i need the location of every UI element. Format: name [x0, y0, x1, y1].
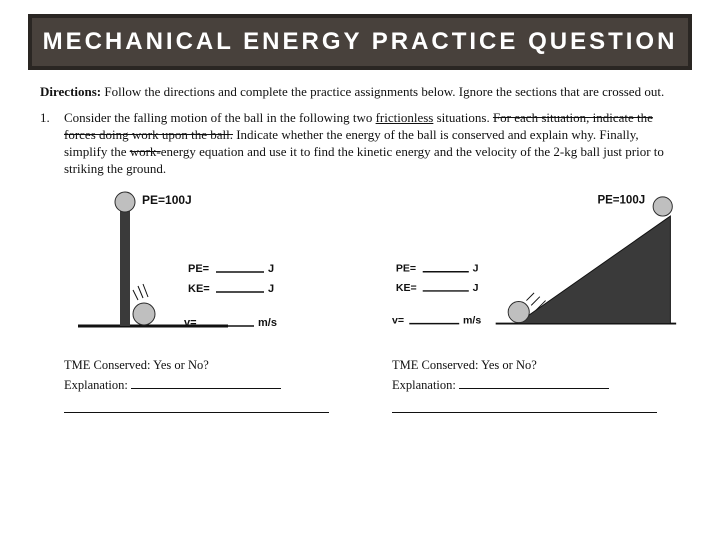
- figure-right-svg: PE=100J PE= J KE= J v= m/s: [392, 186, 680, 346]
- svg-text:m/s: m/s: [258, 317, 277, 329]
- svg-text:v=: v=: [184, 317, 197, 329]
- explanation-blank-right-1[interactable]: [459, 377, 609, 389]
- directions-label: Directions:: [40, 84, 101, 99]
- title-bar: MECHANICAL ENERGY PRACTICE QUESTION: [28, 14, 692, 70]
- svg-text:J: J: [473, 282, 479, 294]
- tme-line-right: TME Conserved: Yes or No?: [392, 357, 680, 373]
- figure-left-svg: PE=100J PE= J KE= J v= m/s: [64, 186, 352, 346]
- q-text-1: Consider the falling motion of the ball …: [64, 110, 376, 125]
- caption-right: TME Conserved: Yes or No? Explanation:: [392, 357, 680, 414]
- svg-text:PE=: PE=: [396, 263, 416, 275]
- content-area: Directions: Follow the directions and co…: [0, 78, 720, 414]
- figure-right: PE=100J PE= J KE= J v= m/s TME Conse: [392, 186, 680, 413]
- q-frictionless: frictionless: [376, 110, 434, 125]
- svg-text:J: J: [473, 263, 479, 275]
- explanation-blank-left-1[interactable]: [131, 377, 281, 389]
- caption-left: TME Conserved: Yes or No? Explanation:: [64, 357, 352, 414]
- svg-text:KE=: KE=: [188, 283, 210, 295]
- svg-text:PE=: PE=: [188, 263, 209, 275]
- explanation-blank-left-2[interactable]: [64, 399, 329, 413]
- q-strike-2: work-: [130, 144, 161, 159]
- question-body: Consider the falling motion of the ball …: [64, 110, 680, 178]
- directions: Directions: Follow the directions and co…: [40, 84, 680, 101]
- q-text-2: situations.: [433, 110, 493, 125]
- question-number: 1.: [40, 110, 64, 178]
- svg-text:m/s: m/s: [463, 315, 481, 327]
- explanation-label-right: Explanation:: [392, 378, 459, 392]
- svg-text:J: J: [268, 283, 274, 295]
- directions-text: Follow the directions and complete the p…: [101, 84, 664, 99]
- tme-line-left: TME Conserved: Yes or No?: [64, 357, 352, 373]
- page-title: MECHANICAL ENERGY PRACTICE QUESTION: [40, 28, 680, 56]
- explanation-blank-right-2[interactable]: [392, 399, 657, 413]
- svg-text:v=: v=: [392, 315, 404, 327]
- svg-text:J: J: [268, 263, 274, 275]
- pe-top-right: PE=100J: [597, 195, 645, 207]
- pe-top-left: PE=100J: [142, 193, 192, 207]
- question-1: 1. Consider the falling motion of the ba…: [40, 110, 680, 178]
- svg-text:KE=: KE=: [396, 282, 417, 294]
- explanation-label-left: Explanation:: [64, 378, 131, 392]
- figures-row: PE=100J PE= J KE= J v= m/s TME Conser: [40, 186, 680, 413]
- figure-left: PE=100J PE= J KE= J v= m/s TME Conser: [64, 186, 352, 413]
